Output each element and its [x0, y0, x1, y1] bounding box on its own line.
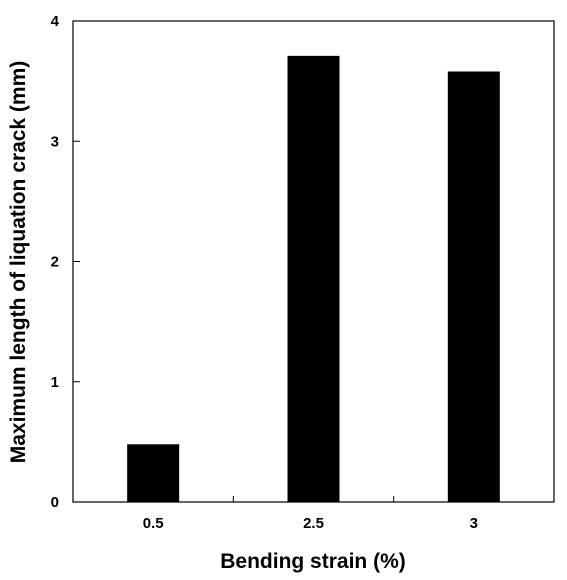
plot-area: 0.5 2.5 3 0 1 2 3 4 [51, 13, 555, 532]
x-tick-label: 3 [470, 515, 478, 532]
x-tick-label: 2.5 [303, 515, 324, 532]
bar-3 [447, 71, 500, 502]
bar-2.5 [287, 55, 340, 503]
x-tick-label: 0.5 [143, 515, 164, 532]
y-tick-label: 0 [51, 494, 59, 511]
plot-frame [72, 20, 555, 503]
y-tick-label: 1 [51, 374, 59, 391]
y-tick-label: 2 [51, 254, 59, 271]
y-tick-label: 3 [51, 133, 59, 150]
y-axis-title: Maximum length of liquation crack (mm) [7, 61, 30, 464]
bar-0.5 [127, 444, 180, 502]
x-axis-title: Bending strain (%) [220, 550, 406, 573]
y-tick-label: 4 [51, 13, 60, 30]
